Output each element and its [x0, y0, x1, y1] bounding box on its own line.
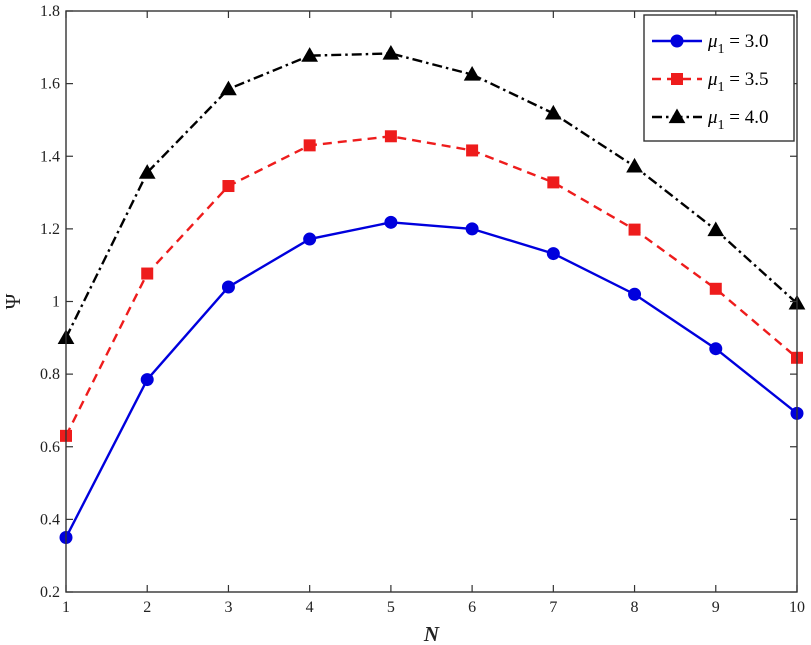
data-point — [138, 164, 156, 179]
legend-subscript: 1 — [718, 80, 725, 95]
x-tick-label: 7 — [549, 599, 557, 616]
legend-equals: = — [725, 69, 745, 90]
legend-entry: μ1 = 3.0 — [652, 31, 769, 57]
series-line — [64, 135, 798, 437]
y-tick-label: 1 — [52, 294, 60, 311]
y-axis-label: Ψ — [1, 293, 25, 309]
series-2 — [57, 44, 806, 344]
data-point — [384, 215, 398, 229]
data-point — [465, 222, 479, 236]
legend-equals: = — [725, 31, 745, 52]
x-tick-label: 10 — [789, 599, 805, 616]
y-tick-label: 1.6 — [40, 76, 60, 93]
data-point — [628, 287, 642, 301]
data-point — [221, 280, 235, 294]
data-point — [709, 342, 723, 356]
legend-label: μ1 = 3.0 — [707, 31, 769, 57]
legend-marker — [668, 108, 686, 124]
legend-subscript: 1 — [718, 118, 725, 133]
x-tick-label: 4 — [306, 599, 314, 616]
series-layer — [57, 44, 806, 545]
legend: μ1 = 3.0μ1 = 3.5μ1 = 4.0 — [643, 14, 795, 142]
series-line — [64, 221, 798, 539]
x-tick-label: 8 — [631, 599, 639, 616]
data-point — [628, 223, 641, 236]
legend-series-name: 3.0 — [745, 31, 769, 52]
legend-marker — [670, 34, 684, 48]
legend-symbol: μ — [707, 31, 718, 52]
y-tick-label: 0.8 — [40, 366, 60, 383]
x-tick-label: 1 — [62, 599, 70, 616]
data-point — [303, 139, 316, 152]
legend-equals: = — [725, 107, 745, 128]
data-point — [707, 221, 725, 237]
legend-subscript: 1 — [718, 42, 725, 57]
data-point — [709, 282, 722, 295]
data-point — [303, 232, 317, 246]
x-tick-label: 9 — [712, 599, 720, 616]
legend-symbol: μ — [707, 107, 718, 128]
series-0 — [59, 215, 804, 545]
y-tick-label: 1.2 — [40, 221, 60, 238]
y-tick-label: 0.2 — [40, 584, 60, 601]
data-point — [547, 176, 560, 189]
y-tick-label: 0.4 — [40, 511, 60, 528]
legend-series-name: 3.5 — [745, 69, 769, 90]
data-point — [140, 373, 154, 387]
x-axis-label: N — [423, 622, 440, 645]
series-1 — [60, 130, 803, 442]
legend-marker — [671, 73, 683, 85]
data-point — [222, 180, 235, 193]
legend-symbol: μ — [707, 69, 718, 90]
legend-label: μ1 = 3.5 — [707, 69, 769, 95]
data-point — [220, 80, 237, 96]
data-point — [382, 44, 400, 60]
legend-entry: μ1 = 4.0 — [652, 107, 769, 133]
tick-layer: 1 2 3 4 5 6 7 8 9 10 0.2 0.4 0.6 0.8 1 1.2 1.4 1.6 1.8 — [40, 3, 805, 616]
data-point — [141, 267, 154, 280]
x-tick-label: 2 — [143, 599, 151, 616]
x-tick-label: 6 — [468, 599, 476, 616]
data-point — [546, 247, 560, 261]
data-point — [544, 104, 562, 120]
legend-label: μ1 = 4.0 — [707, 107, 769, 133]
x-tick-label: 3 — [224, 599, 232, 616]
data-point — [466, 144, 479, 157]
legend-entry: μ1 = 3.5 — [652, 69, 769, 95]
y-tick-label: 0.6 — [40, 439, 60, 456]
legend-series-name: 4.0 — [745, 107, 769, 128]
data-point — [463, 66, 481, 81]
data-point — [384, 130, 397, 143]
data-point — [301, 47, 319, 62]
y-tick-label: 1.8 — [40, 3, 60, 20]
data-point — [626, 157, 643, 173]
y-tick-label: 1.4 — [40, 148, 60, 165]
x-tick-label: 5 — [387, 599, 395, 616]
